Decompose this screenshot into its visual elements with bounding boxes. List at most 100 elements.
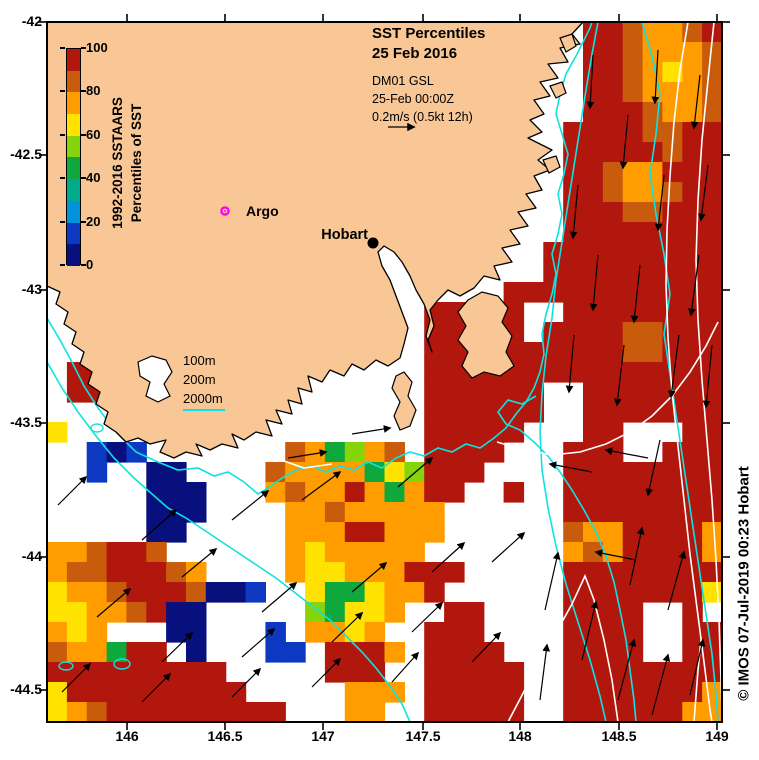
current-vector-arrow [231,490,270,521]
sst-percentile-cell [106,442,128,463]
current-vector-arrow [565,334,575,394]
sst-percentile-cell [66,662,88,683]
sst-percentile-cell [47,422,68,443]
sst-percentile-cell [66,622,88,643]
sst-percentile-cell [622,402,644,423]
sst-percentile-cell [523,402,544,423]
current-vector-arrow [617,638,637,701]
sst-percentile-cell [86,622,108,643]
sst-percentile-cell [563,622,584,643]
sst-percentile-cell [622,482,644,503]
sst-percentile-cell [146,662,167,683]
sst-percentile-cell [344,622,366,643]
colorbar-title-line1: 1992-2016 SSTAARS [110,97,125,229]
sst-percentile-cell [186,642,207,663]
sst-percentile-cell [682,82,703,103]
sst-percentile-cell [682,662,703,683]
sst-percentile-cell [563,662,584,683]
sst-percentile-cell [682,482,703,503]
colorbar-segment [67,157,80,180]
sst-percentile-cell [622,282,644,303]
sst-percentile-cell [424,622,445,643]
sst-percentile-cell [662,462,683,483]
sst-percentile-cell [682,382,703,403]
sst-percentile-cell [47,542,68,563]
sst-percentile-cell [166,602,187,623]
sst-percentile-cell [563,682,584,703]
sst-percentile-cell [344,482,366,503]
sst-percentile-cell [563,462,584,483]
colorbar-tick [60,220,65,223]
timestamp-utc: 25-Feb 00:00Z [372,92,454,106]
sst-percentile-cell [444,442,465,463]
sst-percentile-cell [86,682,108,703]
sst-percentile-cell [602,42,624,63]
current-vector-arrow [61,662,92,693]
vector-scale-label: 0.2m/s (0.5kt 12h) [372,110,473,124]
sst-percentile-cell [126,702,147,722]
sst-percentile-cell [583,22,604,43]
current-vector-arrow [651,653,671,716]
sst-percentile-cell [662,82,683,103]
current-vector-arrow [667,334,680,399]
sst-percentile-cell [563,522,584,543]
sst-percentile-cell [324,502,346,523]
sst-percentile-cell [146,642,167,663]
sst-percentile-cell [642,102,664,123]
current-vector-arrow [141,672,172,703]
sst-percentile-cell [682,42,703,63]
sst-percentile-cell [563,242,584,263]
sst-percentile-cell [602,182,624,203]
sst-percentile-cell [186,502,207,523]
sst-percentile-cell [47,682,68,703]
sst-percentile-cell [146,542,167,563]
sst-percentile-cell [305,602,326,623]
current-vector-arrow [539,643,551,701]
sst-percentile-cell [602,382,624,403]
hobart-label: Hobart [321,227,368,243]
sst-percentile-cell [285,522,306,543]
sst-percentile-cell [622,362,644,383]
sst-percentile-cell [682,62,703,83]
streamline [496,321,719,456]
sst-percentile-cell [364,622,386,643]
island [391,371,417,431]
y-tick-label: -43 [21,281,42,297]
sst-percentile-cell [602,522,624,543]
sst-percentile-cell [622,22,644,43]
sst-percentile-cell [583,342,604,363]
sst-percentile-cell [285,482,306,503]
sst-percentile-cell [682,622,703,643]
sst-percentile-cell [602,62,624,83]
sst-percentile-cell [583,162,604,183]
current-vector-arrow [411,601,444,633]
sst-percentile-cell [682,362,703,383]
sst-percentile-cell [662,522,683,543]
plot-date: 25 Feb 2016 [372,45,458,62]
sst-percentile-cell [364,642,386,663]
tasmania-landmass [47,22,584,459]
bathymetry-contour [47,361,411,722]
sst-percentile-cell [642,322,664,343]
sst-percentile-cell [424,682,445,703]
sst-percentile-cell [186,482,207,503]
sst-percentile-cell [702,202,722,223]
streamline [693,639,702,722]
sst-percentile-cell [364,542,386,563]
sst-percentile-cell [543,282,564,303]
sst-percentile-cell [404,562,425,583]
sst-percentile-cell [583,202,604,223]
sst-percentile-cell [702,102,722,123]
sst-percentile-cell [384,582,405,603]
sst-percentile-cell [503,302,525,323]
x-tick-label: 146.5 [207,728,243,744]
colorbar [66,48,81,266]
sst-percentile-cell [444,422,465,443]
depth-legend-200m: 200m [183,372,216,387]
colorbar-segment [67,49,80,71]
current-vector-arrow [311,657,342,688]
sst-percentile-cell [166,482,187,503]
sst-percentile-cell [444,462,465,483]
sst-percentile-cell [622,342,644,363]
sst-percentile-cell [66,702,88,722]
